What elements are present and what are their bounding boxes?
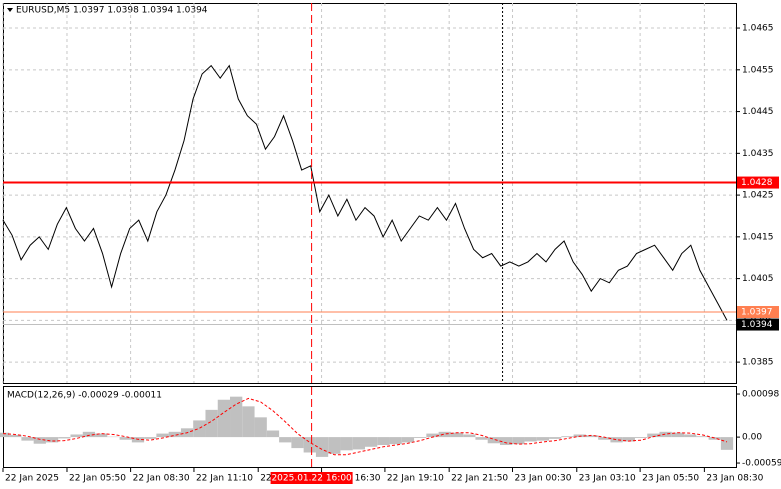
y-tick-label: 0.00098	[742, 390, 779, 400]
macd-bar	[536, 437, 550, 441]
y-tick-label: 1.0455	[742, 65, 774, 75]
macd-bar	[659, 431, 672, 438]
macd-bar	[21, 437, 34, 441]
y-tick-label: 1.0385	[742, 358, 774, 368]
macd-bar	[230, 396, 243, 438]
macd-bar	[377, 437, 390, 446]
price-label-box	[737, 176, 779, 189]
y-tick-label: 1.0425	[742, 191, 774, 201]
x-tick-label: 23 Jan 00:30	[515, 474, 572, 484]
macd-bar	[156, 433, 169, 438]
y-tick-label: 1.0465	[742, 24, 774, 34]
macd-bar	[389, 437, 402, 445]
x-tick-label: 23 Jan 05:50	[642, 474, 699, 484]
macd-bar	[598, 437, 611, 440]
macd-bar	[352, 437, 365, 450]
price-label-box	[737, 318, 779, 331]
macd-bar	[205, 409, 218, 438]
x-tick-label: 23 Jan 03:10	[579, 474, 636, 484]
macd-bar	[254, 417, 267, 438]
macd-bar	[279, 437, 292, 443]
macd-bar	[524, 437, 537, 442]
macd-bar	[499, 437, 513, 446]
macd-bar	[303, 437, 316, 453]
macd-bar	[0, 432, 10, 438]
macd-bar	[217, 399, 231, 438]
macd-bar	[475, 437, 488, 440]
macd-bar	[696, 436, 709, 438]
macd-bar	[365, 437, 378, 447]
macd-bar	[401, 437, 415, 443]
macd-bar	[95, 433, 108, 438]
macd-bar	[70, 434, 83, 438]
macd-bar	[684, 434, 697, 438]
macd-bar	[315, 437, 329, 457]
y-tick-label: 1.0435	[742, 149, 774, 159]
y-tick-label: 1.0445	[742, 107, 774, 117]
macd-bar	[549, 437, 562, 439]
macd-bar	[512, 437, 525, 445]
macd-bar	[671, 432, 685, 438]
x-tick-label: 22 Jan 19:10	[387, 474, 444, 484]
crosshair-label-box	[270, 472, 353, 484]
y-tick-label: -0.00059	[742, 459, 781, 469]
macd-bar	[622, 437, 635, 442]
macd-bar	[426, 433, 439, 438]
macd-bar	[463, 434, 476, 438]
price-label: 1.0428	[741, 178, 773, 188]
macd-bar	[438, 431, 451, 438]
macd-bar	[82, 431, 96, 438]
macd-bar	[708, 437, 721, 440]
chart-title: EURUSD,M5 1.0397 1.0398 1.0394 1.0394	[16, 6, 208, 16]
price-line	[2, 64, 728, 321]
y-tick-label: 1.0415	[742, 232, 774, 242]
signal-line	[2, 397, 728, 456]
price-panel	[3, 3, 737, 384]
y-tick-label: 1.0405	[742, 274, 774, 284]
macd-bar	[291, 437, 304, 449]
x-tick-label: 22 Jan 05:50	[69, 474, 126, 484]
macd-bar	[561, 436, 574, 438]
price-label-box	[737, 306, 779, 319]
macd-bar	[610, 437, 623, 443]
macd-bar	[634, 437, 648, 438]
macd-bar	[720, 437, 734, 450]
macd-bar	[9, 434, 22, 438]
macd-bar	[193, 420, 206, 438]
macd-bar	[168, 431, 181, 438]
macd-bar	[450, 432, 464, 438]
macd-bar	[340, 437, 353, 451]
x-tick-label: 22 Jan 08:30	[133, 474, 190, 484]
macd-bar	[647, 433, 660, 438]
macd-bar	[414, 437, 427, 438]
macd-bar	[487, 437, 500, 444]
crosshair-label: 2025.01.22 16:00	[271, 474, 352, 484]
x-tick-label: 22 Jan 21:50	[451, 474, 508, 484]
macd-bar	[33, 437, 46, 444]
macd-bar	[242, 406, 255, 438]
macd-bar	[328, 437, 341, 454]
macd-panel	[3, 386, 737, 468]
x-tick-label: 23 Jan 08:30	[706, 474, 763, 484]
macd-bar	[58, 437, 71, 439]
price-label: 1.0397	[741, 308, 773, 318]
menu-arrow[interactable]	[7, 8, 13, 12]
y-tick-label: 0.00	[742, 433, 762, 443]
x-tick-label: 22 Jan 11:10	[196, 474, 253, 484]
x-tick-label: 22 Jan 2025	[5, 474, 59, 484]
macd-bar	[266, 430, 280, 438]
macd-bar	[144, 437, 157, 439]
price-label: 1.0394	[741, 320, 773, 330]
macd-bar	[585, 435, 599, 438]
macd-bar	[119, 437, 132, 440]
macd-bar	[45, 437, 59, 443]
macd-title: MACD(12,26,9) -0.00029 -0.00011	[7, 391, 162, 401]
